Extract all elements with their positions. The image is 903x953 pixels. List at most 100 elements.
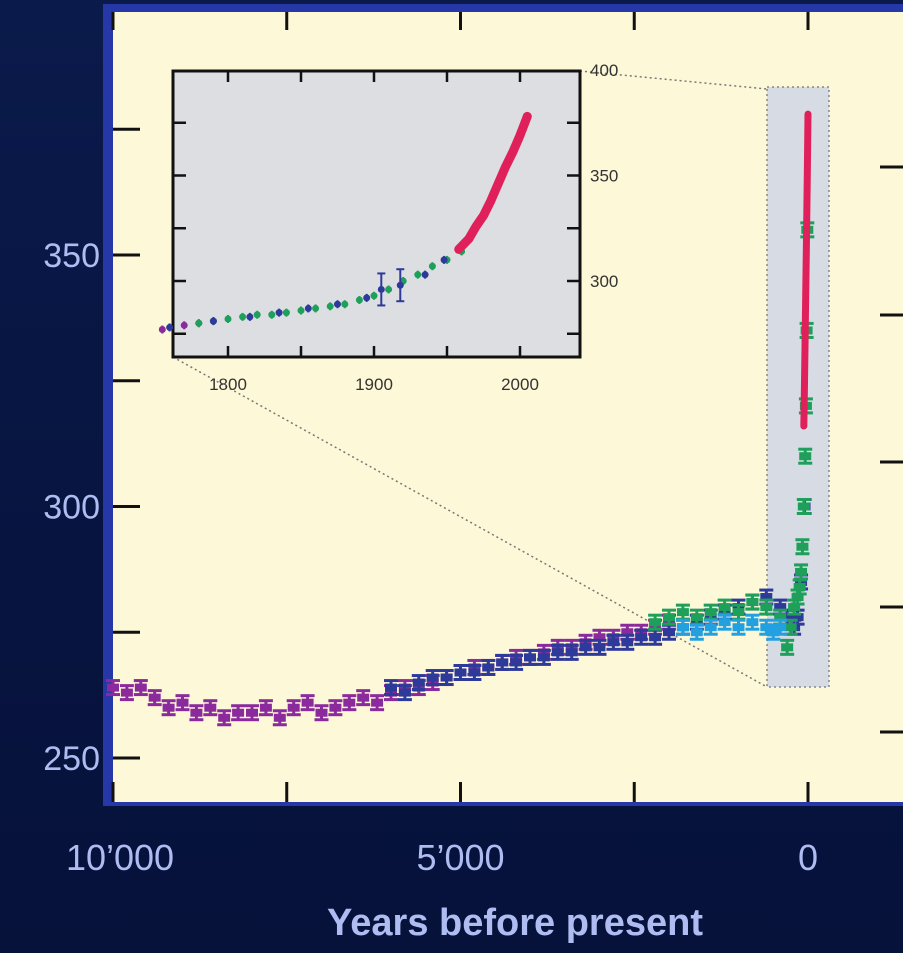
data-point xyxy=(606,633,621,651)
data-point xyxy=(356,689,371,707)
inset-data-point xyxy=(326,302,334,311)
series-line xyxy=(800,110,812,430)
data-point xyxy=(175,694,190,712)
data-point xyxy=(509,653,524,671)
data-point xyxy=(745,613,760,631)
data-point xyxy=(675,618,690,636)
inset-series-line xyxy=(454,111,532,254)
data-point xyxy=(780,638,795,656)
inset-data-series xyxy=(158,111,532,334)
inset-x-tick-label: 2000 xyxy=(501,375,539,394)
inset-data-point xyxy=(414,270,422,279)
inset-data-point xyxy=(268,310,276,319)
inset-data-point xyxy=(396,268,405,303)
inset-data-point xyxy=(440,255,448,264)
data-point xyxy=(578,638,593,656)
data-point xyxy=(370,694,385,712)
y-tick-label: 350 xyxy=(43,237,100,275)
data-point xyxy=(106,679,120,697)
data-point xyxy=(795,538,810,556)
inset-data-point xyxy=(355,295,363,304)
inset-data-point xyxy=(282,308,290,317)
data-point xyxy=(119,684,134,702)
inset-data-point xyxy=(341,300,349,309)
data-point xyxy=(648,613,663,631)
data-point xyxy=(245,704,259,722)
data-point xyxy=(773,618,788,636)
data-point xyxy=(620,633,635,651)
data-point xyxy=(300,694,315,712)
data-point xyxy=(314,704,329,722)
data-point xyxy=(147,689,162,707)
data-point xyxy=(592,638,607,656)
data-point xyxy=(258,699,273,717)
data-point xyxy=(272,709,287,727)
inset-x-tick-label: 1900 xyxy=(355,375,393,394)
inset-data-point xyxy=(166,323,174,332)
data-point xyxy=(798,447,813,465)
data-point xyxy=(467,663,482,681)
x-tick-label: 5’000 xyxy=(416,837,504,878)
inset-data-point xyxy=(377,272,386,307)
data-point xyxy=(133,679,148,697)
inset-data-point xyxy=(370,291,378,300)
data-point xyxy=(189,704,204,722)
inset-data-point xyxy=(195,319,203,328)
y-tick-label: 300 xyxy=(43,489,100,527)
inset-data-point xyxy=(158,325,166,334)
inset-data-point xyxy=(304,304,312,313)
data-point xyxy=(731,618,746,636)
data-point xyxy=(717,613,732,631)
data-point xyxy=(161,699,176,717)
data-point xyxy=(495,653,510,671)
data-point xyxy=(411,674,426,692)
inset-data-point xyxy=(224,314,232,323)
data-point xyxy=(328,699,343,717)
inset-data-point xyxy=(239,312,247,321)
x-tick-label: 10’000 xyxy=(66,837,174,878)
data-point xyxy=(759,598,774,616)
data-point xyxy=(794,563,809,581)
inset-data-point xyxy=(421,270,429,279)
data-point xyxy=(439,669,454,687)
data-point xyxy=(564,643,579,661)
inset-data-point xyxy=(312,304,320,313)
x-tick-label: 0 xyxy=(798,837,818,878)
data-point xyxy=(203,699,218,717)
inset-data-point xyxy=(275,308,283,317)
main-tick-labels: 250 300 350 10’000 5’000 0 xyxy=(43,237,818,878)
inset-x-tick-label: 1800 xyxy=(209,375,247,394)
data-point xyxy=(231,704,246,722)
data-point xyxy=(662,608,676,626)
data-point xyxy=(217,709,232,727)
inset-data-point xyxy=(297,306,305,315)
data-point xyxy=(550,643,565,661)
y-tick-label: 250 xyxy=(43,740,100,778)
data-point xyxy=(523,648,537,666)
inset-data-point xyxy=(363,293,371,302)
inset-plot-area xyxy=(171,69,582,359)
data-point xyxy=(796,498,811,515)
x-axis-label: Years before present xyxy=(327,902,703,944)
data-point xyxy=(703,618,718,636)
data-point xyxy=(766,623,781,641)
data-point xyxy=(397,684,412,702)
inset-data-point xyxy=(428,262,436,271)
inset-data-point xyxy=(385,285,393,294)
data-point xyxy=(689,623,704,641)
inset-data-point xyxy=(246,312,254,321)
inset-data-point xyxy=(334,300,341,309)
data-point xyxy=(745,593,760,611)
inset-data-point xyxy=(180,321,188,330)
main-axis-ticks xyxy=(111,12,903,802)
inset-axis-ticks xyxy=(173,71,580,357)
inset-y-tick-label: 400 xyxy=(590,61,618,80)
data-point xyxy=(342,694,357,712)
zoom-connector-top xyxy=(579,70,768,90)
inset-tick-labels: 1800 1900 2000 300 350 400 xyxy=(209,61,618,394)
inset-y-tick-label: 300 xyxy=(590,272,618,291)
inset-data-point xyxy=(253,310,261,319)
data-point xyxy=(286,699,301,717)
data-point xyxy=(634,628,649,646)
